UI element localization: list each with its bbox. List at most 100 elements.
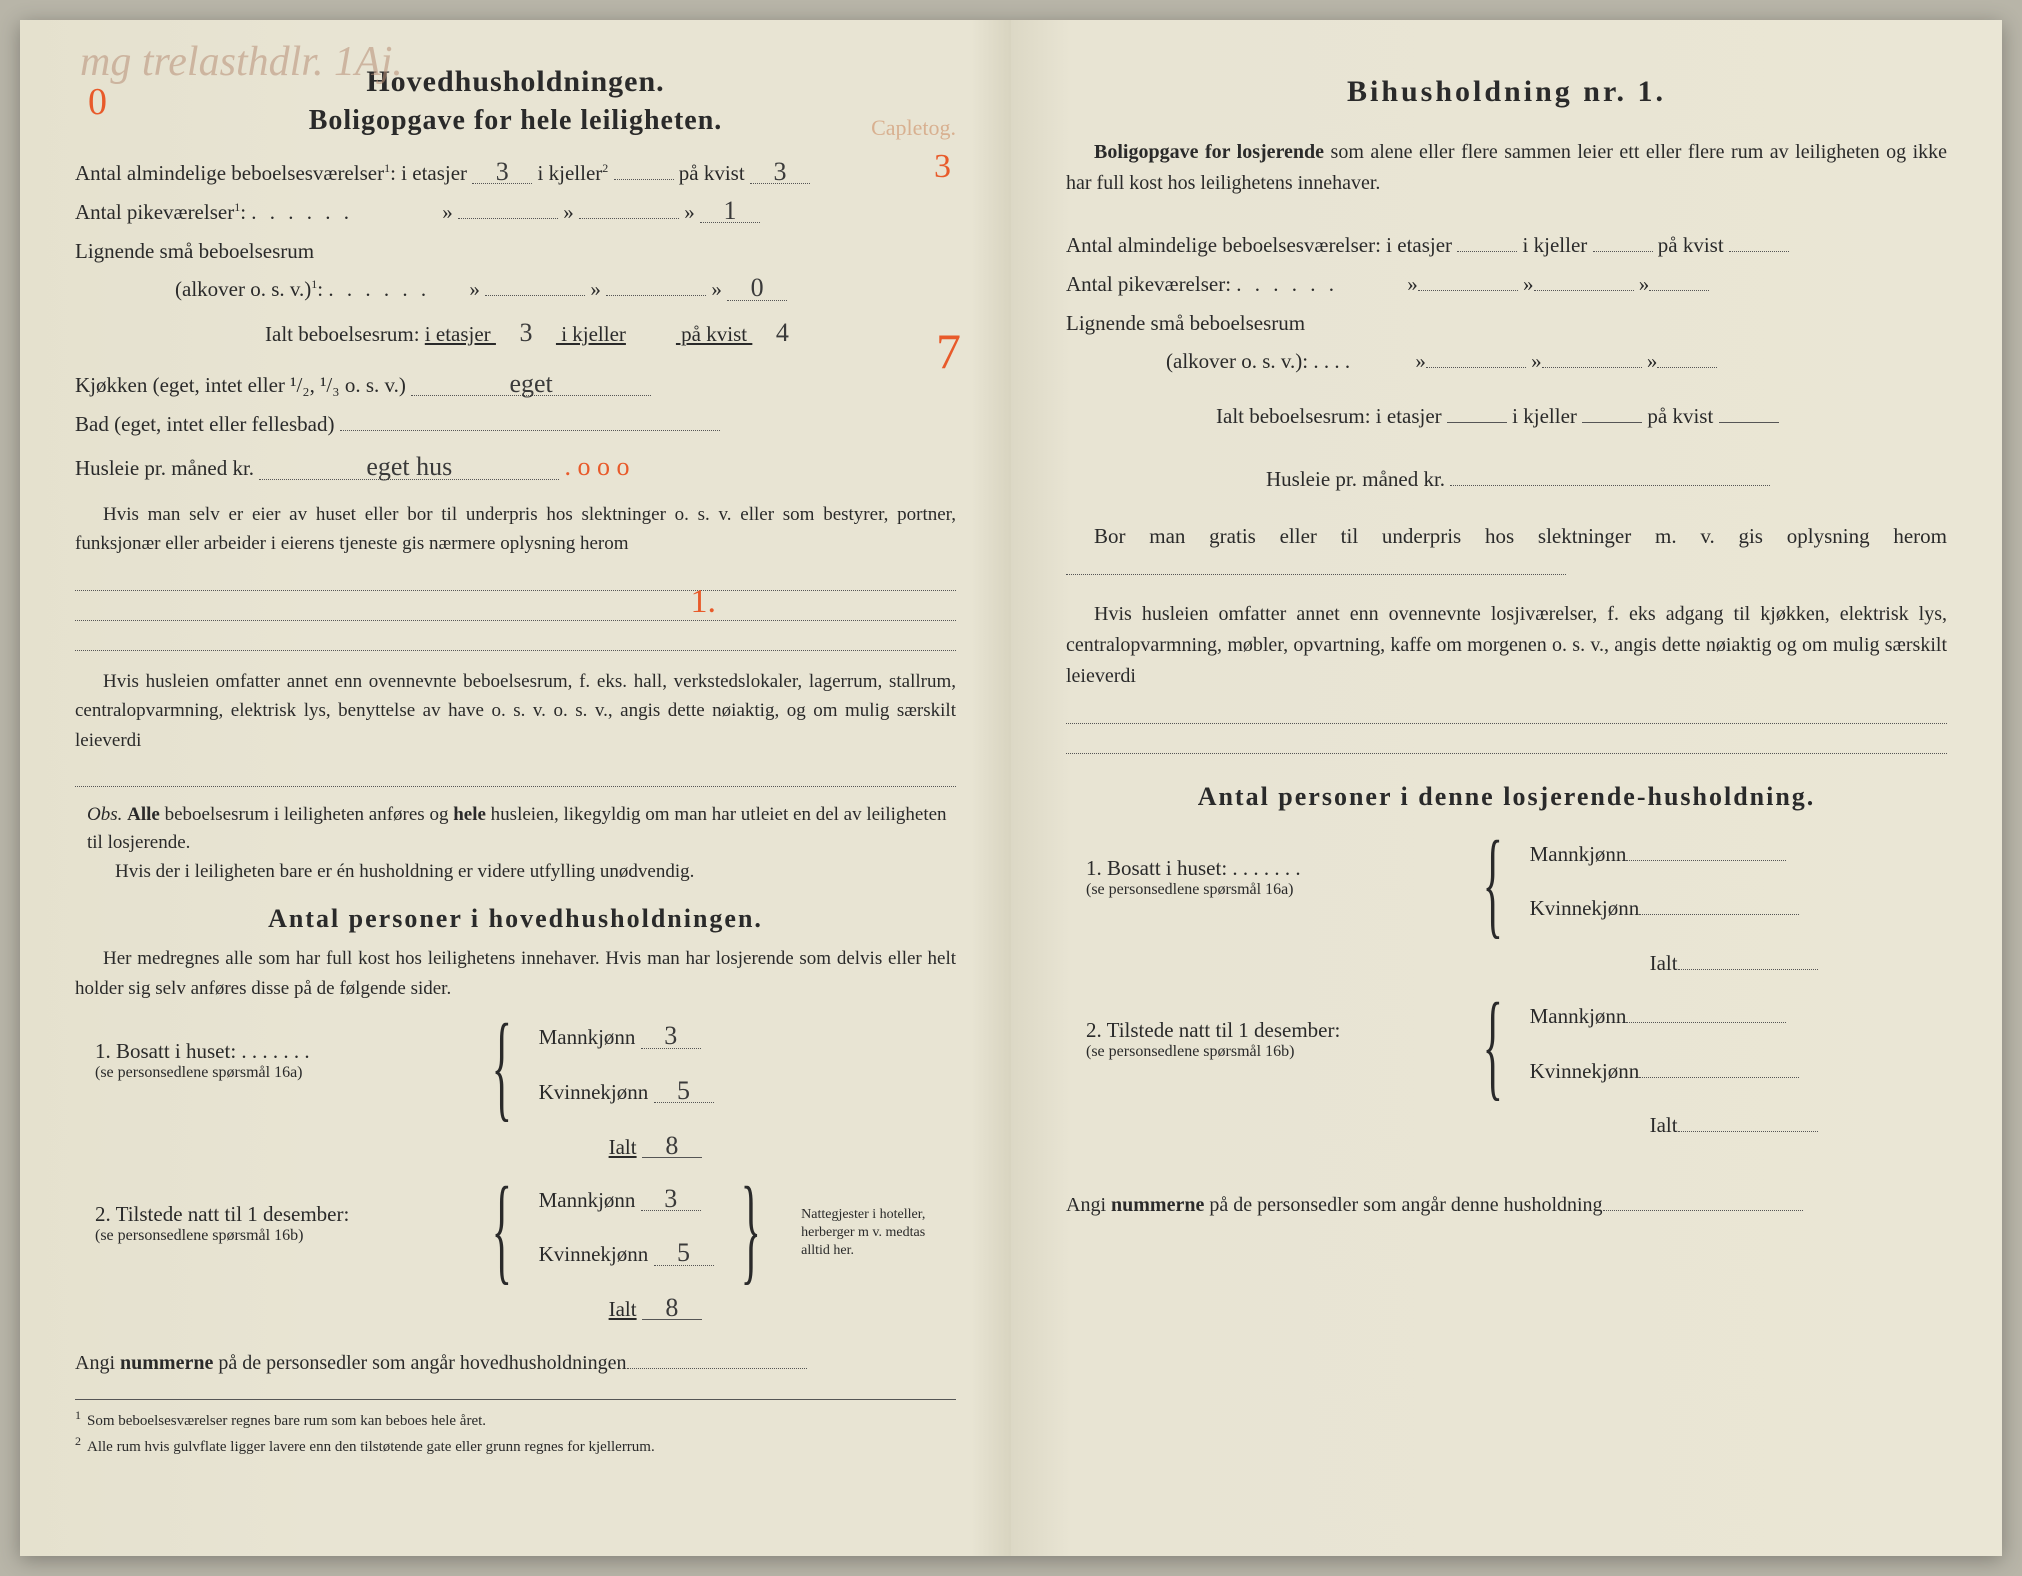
label: på kvist <box>1647 404 1713 428</box>
brace-icon: { <box>1483 994 1503 1096</box>
blank <box>1626 1022 1786 1023</box>
q2-kvinne: 5 <box>654 1241 714 1265</box>
left-subtitle: Boligopgave for hele leiligheten. <box>75 105 956 137</box>
blank <box>1426 367 1526 368</box>
kvinne-label: Kvinnekjønn <box>1530 896 1640 920</box>
footnotes: 1Som beboelsesværelser regnes bare rum s… <box>75 1399 956 1459</box>
angi-line: Angi nummerne på de personsedler som ang… <box>75 1346 956 1381</box>
q1-num: 1. <box>95 1039 111 1063</box>
red-mark-1: 1. <box>691 583 717 621</box>
etasjer-value: 3 <box>472 160 532 184</box>
q1-num: 1. <box>1086 856 1102 880</box>
brace-icon: { <box>492 1015 512 1117</box>
q1-label: Bosatt i huset: <box>116 1039 236 1063</box>
blank-line: 1. <box>75 593 956 621</box>
pencil-annotation-top: mg trelasthdlr. 1Aj. <box>80 38 403 86</box>
obs-block: Obs. Alle beboelsesrum i leiligheten anf… <box>75 801 956 887</box>
document-spread: mg trelasthdlr. 1Aj. 0 Capletog. Hovedhu… <box>20 20 2002 1556</box>
persons-title: Antal personer i hovedhusholdningen. <box>75 904 956 934</box>
mann-label: Mannkjønn <box>1530 842 1627 866</box>
label: i kjeller <box>1512 404 1577 428</box>
text: Bor man gratis eller til underpris hos s… <box>1094 524 1947 548</box>
brace-icon: { <box>740 1178 760 1280</box>
para-owner: Hvis man selv er eier av huset eller bor… <box>75 500 956 559</box>
obs-text-2: Hvis der i leiligheten bare er én hushol… <box>87 858 694 887</box>
q1-values: Mannkjønn 3 Kvinnekjønn 5 Ialt 8 <box>539 1015 714 1165</box>
label: Antal almindelige beboelsesværelser <box>75 161 384 185</box>
kvist-value: 3 <box>750 160 810 184</box>
obs-label: Obs. <box>87 804 122 825</box>
alkover-value: 0 <box>727 276 787 300</box>
mann-label: Mannkjønn <box>539 1188 636 1212</box>
label: Husleie pr. måned kr. <box>75 456 254 480</box>
rq2-label-block: 2. Tilstede natt til 1 desember: (se per… <box>1086 994 1456 1061</box>
blank-line <box>1066 696 1947 724</box>
sup-2: 2 <box>602 161 608 175</box>
blank <box>1678 969 1818 970</box>
q1-mann: 3 <box>641 1024 701 1048</box>
count-row-2: 2. Tilstede natt til 1 desember: (se per… <box>95 1178 956 1328</box>
rq1-values: Mannkjønn Kvinnekjønn Ialt <box>1530 832 1818 982</box>
blank <box>1418 290 1518 291</box>
label: på kvist <box>1658 233 1724 257</box>
rooms-line-3b: (alkover o. s. v.)1: » » » 0 <box>75 271 956 308</box>
q2-label-block: 2. Tilstede natt til 1 desember: (se per… <box>95 1178 465 1245</box>
label: Kjøkken (eget, intet eller ¹/₂, ¹/₃ o. s… <box>75 373 406 397</box>
q2-sub: (se personsedlene spørsmål 16b) <box>1086 1043 1456 1061</box>
r-rooms-1: Antal almindelige beboelsesværelser: i e… <box>1066 227 1947 264</box>
blank-line <box>75 623 956 651</box>
blank-line <box>75 563 956 591</box>
r-angi-line: Angi nummerne på de personsedler som ang… <box>1066 1188 1947 1223</box>
label: : i etasjer <box>390 161 467 185</box>
q1-sub: (se personsedlene spørsmål 16a) <box>95 1064 465 1082</box>
husleie-value: eget hus <box>259 455 559 479</box>
blank <box>1639 1077 1799 1078</box>
blank <box>1447 422 1507 423</box>
mann-label: Mannkjønn <box>1530 1004 1627 1028</box>
blank <box>1582 422 1642 423</box>
blank <box>1450 485 1770 486</box>
red-mark-7: 7 <box>936 322 961 380</box>
q1-label-block: 1. Bosatt i huset: . . . . . . . (se per… <box>95 1015 465 1082</box>
kjokken-value: eget <box>411 372 651 396</box>
bad-value <box>340 430 720 431</box>
q2-label: Tilstede natt til 1 desember: <box>116 1202 350 1226</box>
count-row-1: 1. Bosatt i huset: . . . . . . . (se per… <box>95 1015 956 1165</box>
pike-value: 1 <box>700 199 760 223</box>
blank <box>1066 574 1566 575</box>
intro-bold: Boligopgave for losjerende <box>1094 141 1324 163</box>
blank <box>1626 860 1786 861</box>
r-count-row-2: 2. Tilstede natt til 1 desember: (se per… <box>1086 994 1947 1144</box>
rq2-values: Mannkjønn Kvinnekjønn Ialt <box>1530 994 1818 1144</box>
blank <box>1457 251 1517 252</box>
kvinne-label: Kvinnekjønn <box>1530 1059 1640 1083</box>
label: Ialt beboelsesrum <box>265 322 414 346</box>
brace-icon: { <box>492 1178 512 1280</box>
ialt-kvist: 4 <box>752 321 812 344</box>
label: i kjeller <box>538 161 603 185</box>
ialt-label: Ialt <box>609 1135 637 1159</box>
rooms-line-2: Antal pikeværelser1: » » » 1 <box>75 194 956 231</box>
blank <box>458 218 558 219</box>
blank <box>579 218 679 219</box>
persons-intro: Her medregnes alle som har full kost hos… <box>75 944 956 1003</box>
label: på kvist <box>679 161 745 185</box>
rooms-ialt: Ialt beboelsesrum: i etasjer 3 i kjeller… <box>75 316 956 353</box>
kvinne-label: Kvinnekjønn <box>539 1242 649 1266</box>
label: (alkover o. s. v.) <box>175 277 311 301</box>
label: Ialt beboelsesrum: i etasjer <box>1216 404 1442 428</box>
rq1-label-block: 1. Bosatt i huset: . . . . . . . (se per… <box>1086 832 1456 899</box>
brace-icon: { <box>1483 832 1503 934</box>
left-page: mg trelasthdlr. 1Aj. 0 Capletog. Hovedhu… <box>20 20 1011 1556</box>
fn2: Alle rum hvis gulvflate ligger lavere en… <box>87 1439 655 1455</box>
rooms-line-3a: Lignende små beboelsesrum <box>75 233 956 270</box>
r-rooms-ialt: Ialt beboelsesrum: i etasjer i kjeller p… <box>1066 398 1947 435</box>
blank <box>1593 251 1653 252</box>
red-mark-3: 3 <box>934 148 951 186</box>
q1-sub: (se personsedlene spørsmål 16a) <box>1086 881 1456 899</box>
ialt-label: Ialt <box>1650 951 1678 975</box>
right-title: Bihusholdning nr. 1. <box>1066 75 1947 109</box>
r-rooms-3b: (alkover o. s. v.): . . . . » » » <box>1066 343 1947 380</box>
fn1: Som beboelsesværelser regnes bare rum so… <box>87 1413 486 1429</box>
red-mark-zero: 0 <box>88 80 107 124</box>
